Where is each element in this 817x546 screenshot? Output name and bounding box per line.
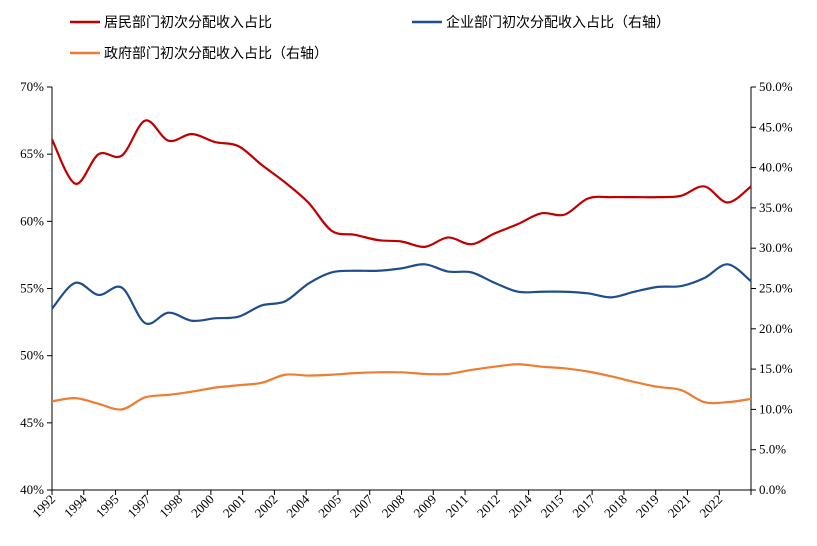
right-y-ticks: 0.0% 5.0% 10.0% 15.0% 20.0% 25.0% 30.0% 35.0% 40… (751, 79, 793, 497)
left-tick-label: 65% (20, 146, 44, 161)
x-tick-label: 2008 (379, 492, 408, 521)
x-tick-label: 1997 (124, 491, 153, 520)
legend-label-household: 居民部门初次分配收入占比 (104, 14, 272, 31)
legend-label-enterprise: 企业部门初次分配收入占比（右轴） (446, 14, 670, 31)
left-tick-label: 50% (20, 348, 44, 363)
x-tick-label: 2012 (474, 492, 503, 521)
right-tick-label: 25.0% (759, 281, 793, 296)
x-tick-label: 2014 (506, 491, 535, 520)
left-y-ticks: 40% 45% 50% 55% 60% 65% 70% (20, 79, 52, 497)
right-tick-label: 20.0% (759, 321, 793, 336)
x-tick-label: 2002 (252, 492, 281, 521)
x-tick-label: 2005 (315, 492, 344, 521)
x-tick-label: 2015 (537, 492, 566, 521)
x-tick-label: 2022 (696, 492, 725, 521)
legend-label-government: 政府部门初次分配收入占比（右轴） (104, 45, 328, 62)
left-tick-label: 40% (20, 482, 44, 497)
right-tick-label: 0.0% (759, 482, 786, 497)
x-tick-label: 2001 (220, 492, 249, 521)
right-tick-label: 35.0% (759, 200, 793, 215)
x-tick-label: 1995 (93, 492, 122, 521)
right-tick-label: 45.0% (759, 119, 793, 134)
x-tick-label: 2007 (347, 491, 376, 520)
series-line-government (51, 363, 752, 411)
series-line-enterprise (51, 263, 752, 325)
right-tick-label: 40.0% (759, 160, 793, 175)
x-tick-label: 2009 (410, 492, 439, 521)
x-tick-label: 2018 (601, 492, 630, 521)
x-tick-label: 2004 (283, 491, 312, 520)
right-tick-label: 15.0% (759, 361, 793, 376)
right-tick-label: 50.0% (759, 79, 793, 94)
right-tick-label: 10.0% (759, 401, 793, 416)
right-tick-label: 5.0% (759, 442, 786, 457)
left-tick-label: 45% (20, 415, 44, 430)
left-tick-label: 70% (20, 79, 44, 94)
series-layer (51, 119, 752, 411)
x-tick-label: 2011 (443, 492, 472, 521)
x-tick-label: 2000 (188, 492, 217, 521)
left-tick-label: 55% (20, 281, 44, 296)
series-line-household (51, 119, 752, 248)
x-tick-label: 2017 (569, 491, 598, 520)
x-tick-label: 2019 (633, 492, 662, 521)
x-tick-label: 1998 (156, 492, 185, 521)
x-tick-label: 1994 (61, 491, 90, 520)
left-tick-label: 60% (20, 213, 44, 228)
right-tick-label: 30.0% (759, 240, 793, 255)
legend: 居民部门初次分配收入占比 企业部门初次分配收入占比（右轴） 政府部门初次分配收入… (70, 14, 670, 62)
x-tick-label: 2021 (665, 492, 694, 521)
x-ticks: 1992 1994 1995 1997 1998 2000 2001 2002 2004 2005… (29, 490, 752, 521)
